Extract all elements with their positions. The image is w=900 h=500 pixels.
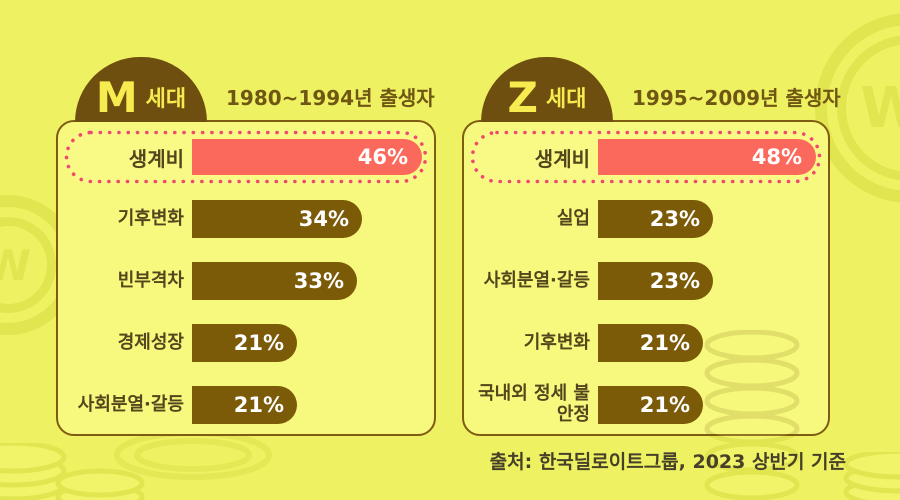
- generation-letter: M: [95, 73, 138, 123]
- value-bar: 21%: [598, 324, 703, 362]
- category-label: 실업: [556, 207, 590, 229]
- generation-letter: Z: [507, 73, 538, 123]
- highlight-value-bar: 46%: [192, 139, 422, 175]
- bar-value: 33%: [293, 269, 344, 293]
- category-label: 국내외 정세 불안정: [478, 383, 590, 425]
- category-label: 사회분열·갈등: [483, 269, 590, 291]
- category-label: 사회분열·갈등: [77, 393, 184, 415]
- value-bar: 21%: [192, 386, 297, 424]
- generation-panel: Z 세대 1995~2009년 출생자 생계비 48% 실업 23% 사회분열·…: [462, 57, 841, 436]
- birth-range-label: 1995~2009년 출생자: [632, 86, 841, 110]
- bar-row: 사회분열·갈등 21%: [58, 386, 434, 424]
- highlight-value: 46%: [357, 145, 408, 169]
- value-bar: 34%: [192, 200, 362, 238]
- coin-ring: [0, 217, 56, 313]
- category-label: 기후변화: [523, 331, 590, 353]
- generation-panel: M 세대 1980~1994년 출생자 생계비 46% 기후변화 34% 빈부격…: [56, 57, 436, 436]
- generation-badge: M 세대: [75, 57, 207, 122]
- value-bar: 23%: [598, 200, 713, 238]
- value-bar: 21%: [192, 324, 297, 362]
- highlight-row: 생계비 48%: [470, 130, 822, 184]
- bar-row: 국내외 정세 불안정 21%: [464, 383, 828, 425]
- category-label: 경제성장: [117, 331, 184, 353]
- highlight-category-label: 생계비: [534, 146, 590, 171]
- bar-value: 23%: [649, 207, 700, 231]
- bar-rows: 실업 23% 사회분열·갈등 23% 기후변화 21% 국내외 정세 불안정 2…: [464, 184, 828, 425]
- bar-row: 기후변화 34%: [58, 200, 434, 238]
- value-bar: 33%: [192, 262, 357, 300]
- bar-value: 21%: [639, 393, 690, 417]
- bar-row: 사회분열·갈등 23%: [464, 262, 828, 300]
- bar-value: 23%: [649, 269, 700, 293]
- bar-row: 경제성장 21%: [58, 324, 434, 362]
- highlight-row: 생계비 46%: [64, 130, 428, 184]
- highlight-value: 48%: [751, 145, 802, 169]
- highlight-value-bar: 48%: [598, 139, 816, 175]
- bar-row: 기후변화 21%: [464, 324, 828, 362]
- won-symbol: W: [860, 75, 900, 141]
- bar-value: 21%: [233, 331, 284, 355]
- value-bar: 23%: [598, 262, 713, 300]
- source-note: 출처: 한국딜로이트그룹, 2023 상반기 기준: [489, 451, 846, 473]
- coin-stack-icon: [0, 443, 145, 500]
- won-symbol: W: [0, 240, 32, 290]
- bar-value: 34%: [298, 207, 349, 231]
- generation-badge: Z 세대: [481, 57, 613, 122]
- highlight-category-label: 생계비: [128, 146, 184, 171]
- birth-range-label: 1980~1994년 출생자: [226, 86, 435, 110]
- generation-suffix: 세대: [145, 87, 187, 112]
- generation-suffix: 세대: [545, 87, 587, 112]
- bar-row: 실업 23%: [464, 200, 828, 238]
- value-bar: 21%: [598, 386, 703, 424]
- category-label: 빈부격차: [117, 269, 184, 291]
- coin-stack-icon: [843, 452, 900, 500]
- bar-rows: 기후변화 34% 빈부격차 33% 경제성장 21% 사회분열·갈등 21%: [58, 184, 434, 424]
- category-label: 기후변화: [117, 207, 184, 229]
- bar-value: 21%: [639, 331, 690, 355]
- bar-row: 빈부격차 33%: [58, 262, 434, 300]
- bar-value: 21%: [233, 393, 284, 417]
